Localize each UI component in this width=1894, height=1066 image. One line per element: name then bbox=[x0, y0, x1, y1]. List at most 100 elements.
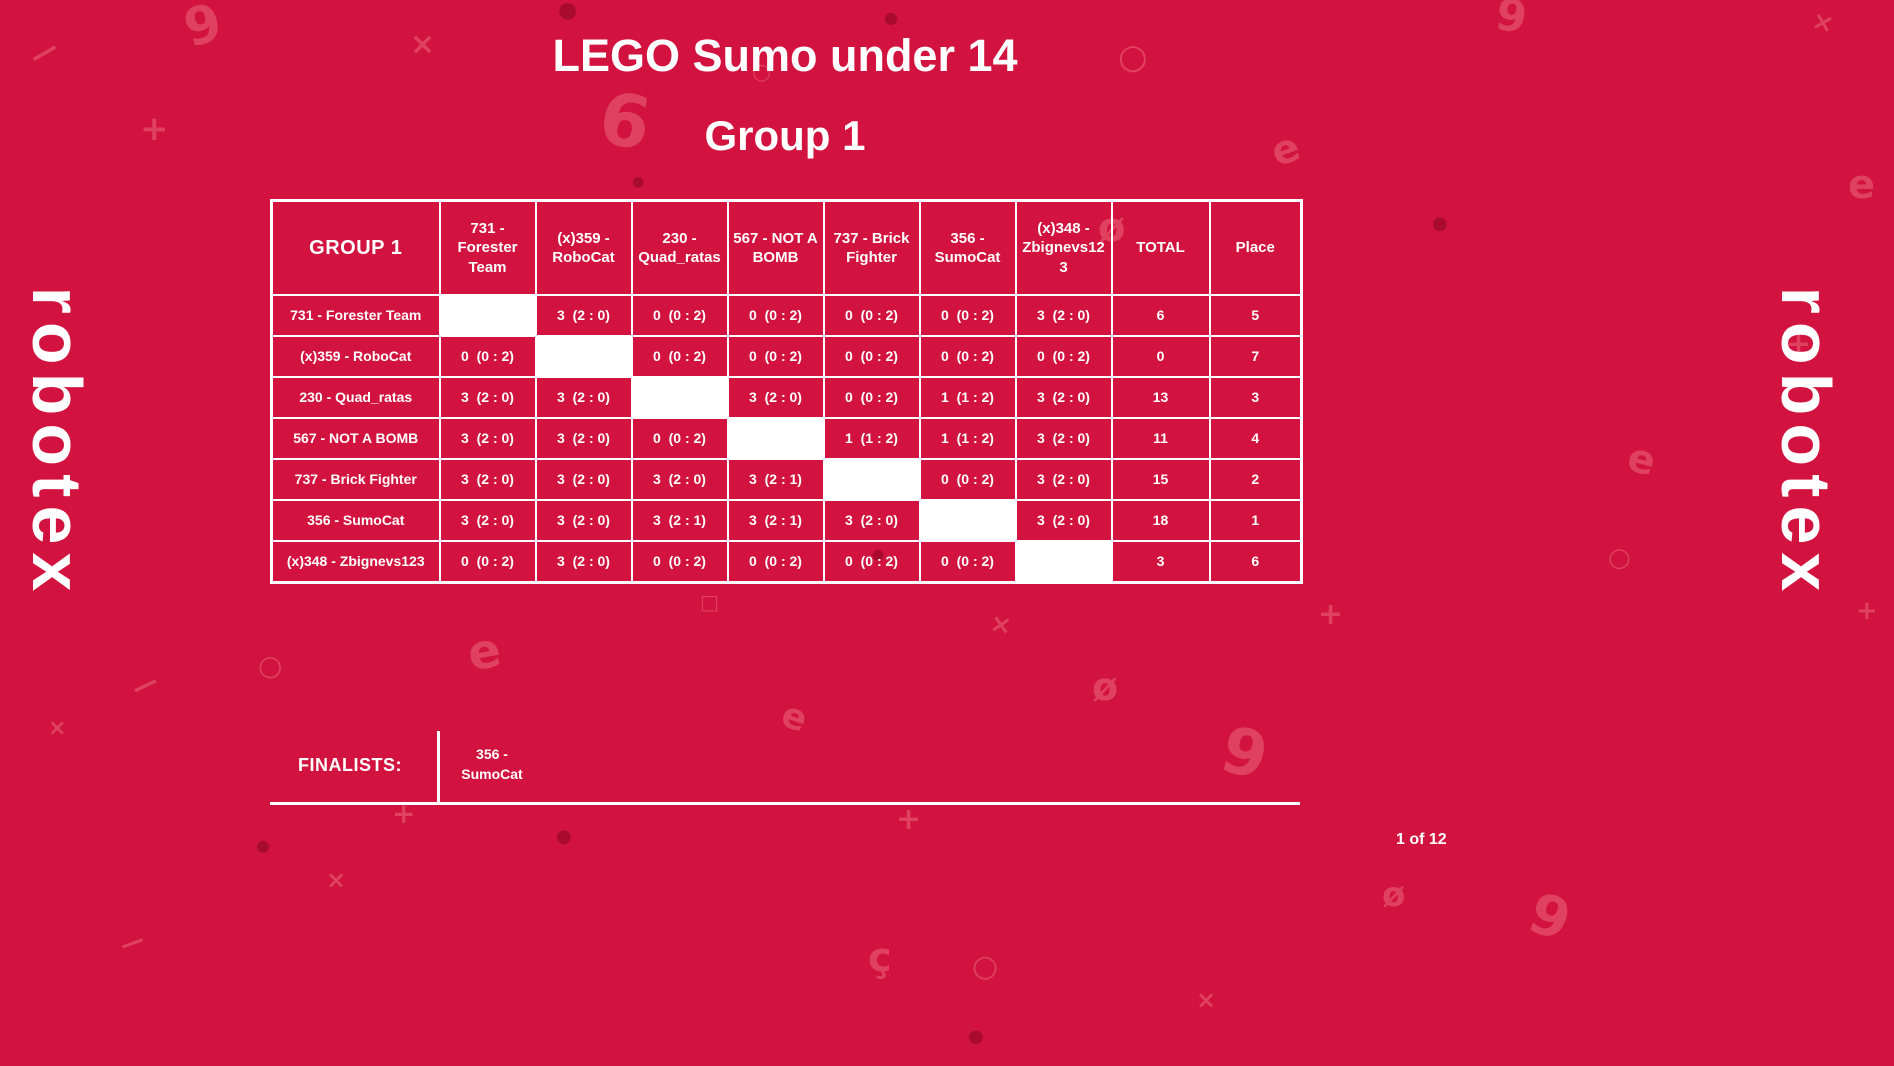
match-result: 3 (2 : 0) bbox=[438, 458, 537, 501]
background-shape: — bbox=[126, 665, 164, 705]
place-value: 6 bbox=[1208, 540, 1303, 584]
background-shape: ç bbox=[868, 935, 892, 981]
total-value: 6 bbox=[1110, 294, 1211, 337]
match-result: 0 (0 : 2) bbox=[438, 335, 537, 378]
background-shape: ● bbox=[1432, 213, 1448, 234]
match-result: 3 (2 : 0) bbox=[438, 417, 537, 460]
match-result: 0 (0 : 2) bbox=[822, 540, 921, 584]
background-shape: ● bbox=[968, 1026, 984, 1047]
match-result: 3 (2 : 0) bbox=[822, 499, 921, 542]
match-result: 3 (2 : 1) bbox=[630, 499, 729, 542]
self-match-cell bbox=[918, 499, 1017, 542]
match-result: 0 (0 : 2) bbox=[918, 335, 1017, 378]
background-shape: □ bbox=[700, 590, 719, 614]
match-result: 0 (0 : 2) bbox=[918, 294, 1017, 337]
background-shape: — bbox=[23, 30, 65, 73]
place-value: 5 bbox=[1208, 294, 1303, 337]
column-header: (x)359 - RoboCat bbox=[534, 199, 633, 296]
match-result: 0 (0 : 2) bbox=[822, 294, 921, 337]
column-header: 731 - Forester Team bbox=[438, 199, 537, 296]
total-value: 3 bbox=[1110, 540, 1211, 584]
match-result: 3 (2 : 0) bbox=[1014, 376, 1113, 419]
match-result: 3 (2 : 0) bbox=[438, 499, 537, 542]
team-name: 230 - Quad_ratas bbox=[270, 376, 441, 419]
column-header: (x)348 - Zbignevs123 bbox=[1014, 199, 1113, 296]
background-shape: 9 bbox=[1520, 880, 1580, 955]
background-shape: ○ bbox=[752, 60, 772, 85]
background-shape: + bbox=[140, 109, 169, 149]
background-shape: + bbox=[1318, 597, 1344, 632]
background-shape: ○ bbox=[258, 649, 283, 682]
match-result: 3 (2 : 0) bbox=[438, 376, 537, 419]
table-row: 737 - Brick Fighter 3 (2 : 0) 3 (2 : 0) 3 (… bbox=[270, 458, 1303, 501]
place-value: 2 bbox=[1208, 458, 1303, 501]
group-label: GROUP 1 bbox=[270, 199, 441, 296]
background-shape: + bbox=[1786, 327, 1812, 362]
background-shape: ● bbox=[884, 8, 898, 27]
team-name: (x)359 - RoboCat bbox=[270, 335, 441, 378]
match-result: 3 (2 : 0) bbox=[534, 376, 633, 419]
finalist-team: 356 - SumoCat bbox=[461, 746, 523, 783]
match-result: 3 (2 : 0) bbox=[630, 458, 729, 501]
match-result: 0 (0 : 2) bbox=[822, 376, 921, 419]
total-value: 18 bbox=[1110, 499, 1211, 542]
column-header: 567 - NOT A BOMB bbox=[726, 199, 825, 296]
match-result: 0 (0 : 2) bbox=[630, 335, 729, 378]
background-shape: 9 bbox=[1491, 0, 1531, 45]
self-match-cell bbox=[630, 376, 729, 419]
total-value: 15 bbox=[1110, 458, 1211, 501]
table-row: 230 - Quad_ratas 3 (2 : 0) 3 (2 : 0) 3 (2 :… bbox=[270, 376, 1303, 419]
match-result: 3 (2 : 1) bbox=[726, 499, 825, 542]
background-shape: ○ bbox=[1118, 37, 1148, 77]
match-result: 0 (0 : 2) bbox=[726, 540, 825, 584]
place-value: 7 bbox=[1208, 335, 1303, 378]
team-name: 356 - SumoCat bbox=[270, 499, 441, 542]
table-row: 731 - Forester Team 3 (2 : 0) 0 (0 : 2) 0 (… bbox=[270, 294, 1303, 337]
finalists-underline bbox=[270, 802, 1300, 805]
column-header: 737 - Brick Fighter bbox=[822, 199, 921, 296]
match-result: 3 (2 : 0) bbox=[534, 499, 633, 542]
background-shape: × bbox=[1808, 5, 1838, 41]
match-result: 0 (0 : 2) bbox=[822, 335, 921, 378]
background-shape: × bbox=[410, 27, 436, 62]
match-result: 0 (0 : 2) bbox=[918, 540, 1017, 584]
background-shape: e bbox=[1848, 162, 1876, 208]
match-result: 3 (2 : 0) bbox=[534, 458, 633, 501]
finalists-label: FINALISTS: bbox=[298, 755, 402, 775]
match-result: 1 (1 : 2) bbox=[822, 417, 921, 460]
header-row: GROUP 1 731 - Forester Team (x)359 - RoboC… bbox=[270, 199, 1303, 296]
background-shape: × bbox=[326, 866, 347, 894]
background-shape: ○ bbox=[972, 949, 999, 984]
background-shape: 9 bbox=[177, 0, 229, 60]
results-table-body: 731 - Forester Team 3 (2 : 0) 0 (0 : 2) 0 (… bbox=[270, 294, 1303, 584]
self-match-cell bbox=[822, 458, 921, 501]
place-value: 1 bbox=[1208, 499, 1303, 542]
total-value: 13 bbox=[1110, 376, 1211, 419]
match-result: 0 (0 : 2) bbox=[918, 458, 1017, 501]
match-result: 3 (2 : 1) bbox=[726, 458, 825, 501]
background-shape: + bbox=[392, 797, 416, 830]
finalists-list: 356 - SumoCat bbox=[448, 744, 536, 785]
finalists-section: FINALISTS: 356 - SumoCat bbox=[270, 731, 1300, 805]
match-result: 0 (0 : 2) bbox=[630, 540, 729, 584]
content-area: LEGO Sumo under 14 Group 1 GROUP 1 731 - … bbox=[270, 0, 1303, 1066]
total-value: 0 bbox=[1110, 335, 1211, 378]
table-row: 356 - SumoCat 3 (2 : 0) 3 (2 : 0) 3 (2 : 1)… bbox=[270, 499, 1303, 542]
match-result: 0 (0 : 2) bbox=[726, 294, 825, 337]
place-header: Place bbox=[1208, 199, 1303, 296]
match-result: 0 (0 : 2) bbox=[438, 540, 537, 584]
robotex-logo-left: robotex bbox=[18, 286, 96, 600]
finalists-divider bbox=[437, 731, 440, 803]
page-title: LEGO Sumo under 14 bbox=[552, 30, 1018, 81]
team-name: 731 - Forester Team bbox=[270, 294, 441, 337]
robotex-logo-right: robotex bbox=[1767, 286, 1845, 600]
background-shape: ● bbox=[632, 174, 645, 190]
background-shape: + bbox=[896, 802, 922, 837]
background-shape: + bbox=[1856, 596, 1878, 626]
background-shape: ø bbox=[1382, 875, 1406, 915]
self-match-cell bbox=[438, 294, 537, 337]
table-row: (x)359 - RoboCat 0 (0 : 2) 0 (0 : 2) 0 (0 :… bbox=[270, 335, 1303, 378]
background-shape: ● bbox=[558, 0, 578, 23]
